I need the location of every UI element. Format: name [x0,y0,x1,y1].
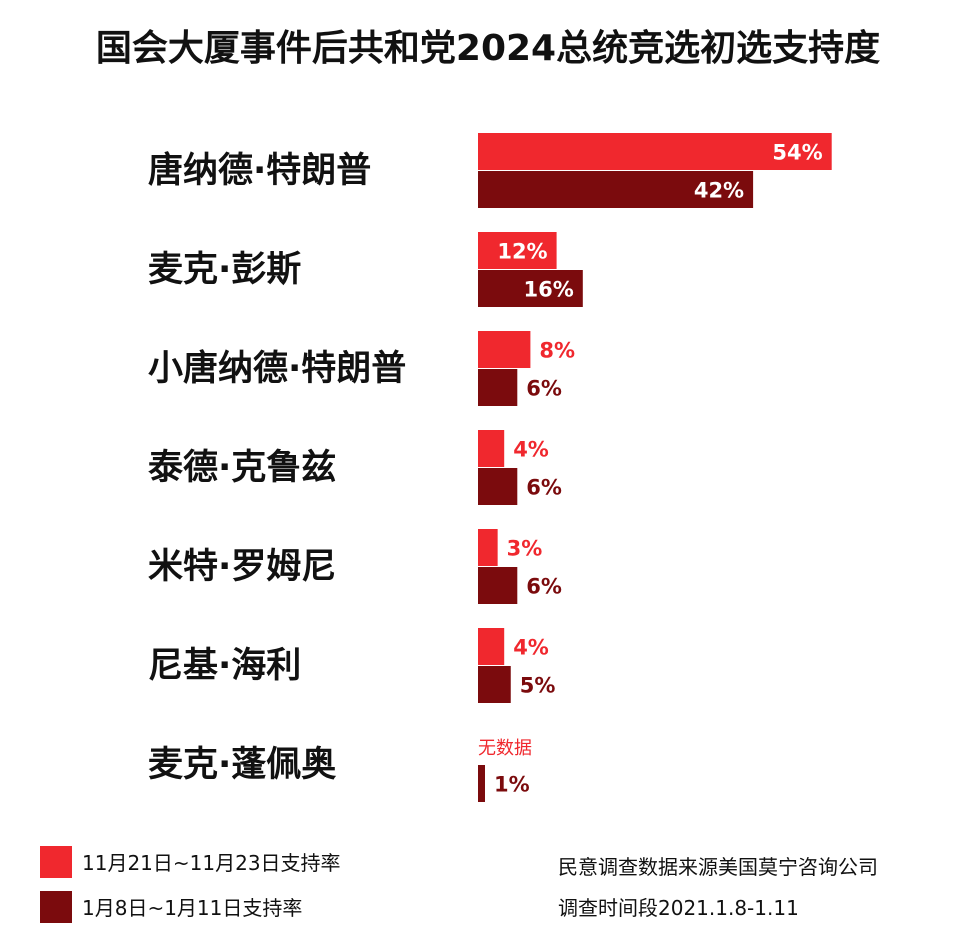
legend: 11月21日~11月23日支持率 1月8日~1月11日支持率 [40,846,341,923]
data-label: 5% [520,674,556,698]
data-label: 6% [526,377,562,401]
category-label: 麦克·彭斯 [148,250,301,290]
legend-swatch-1 [40,846,72,878]
bar-s2-7 [478,765,485,802]
data-label: 6% [526,575,562,599]
legend-swatch-2 [40,891,72,923]
bar-s2-3 [478,369,518,406]
data-label: 6% [526,476,562,500]
category-label: 米特·罗姆尼 [148,547,336,587]
source-note: 民意调查数据来源美国莫宁咨询公司 [558,855,878,879]
data-label: 1% [494,773,530,797]
category-label: 小唐纳德·特朗普 [148,348,406,389]
no-data-label: 无数据 [478,738,532,759]
data-label: 16% [524,278,574,302]
data-label: 12% [497,240,547,264]
data-label: 3% [507,537,543,561]
data-label: 4% [513,636,549,660]
bar-s2-6 [478,666,511,703]
data-label: 8% [539,339,575,363]
data-label: 4% [513,438,549,462]
bar-s2-2 [478,270,583,307]
bar-s1-5 [478,529,498,566]
category-label: 尼基·海利 [148,646,301,686]
data-label: 54% [772,141,822,165]
legend-label-2: 1月8日~1月11日支持率 [82,896,302,920]
bar-s2-4 [478,468,518,505]
legend-label-1: 11月21日~11月23日支持率 [82,851,341,875]
bar-s1-2 [478,232,557,269]
category-label: 麦克·蓬佩奥 [148,745,336,785]
category-label: 唐纳德·特朗普 [148,150,371,191]
plot-area: 唐纳德·特朗普 54% 42% 麦克·彭斯 12% 16% 小唐纳德·特朗普 8% 6% 泰德·克… [148,133,832,802]
chart-title: 国会大厦事件后共和党2024总统竞选初选支持度 [96,28,880,69]
category-label: 泰德·克鲁兹 [148,448,336,488]
bar-s1-1 [478,133,832,170]
period-note: 调查时间段2021.1.8-1.11 [558,896,799,920]
bar-s2-5 [478,567,518,604]
data-label: 42% [694,179,744,203]
bar-s1-4 [478,430,505,467]
bar-s2-1 [478,171,754,208]
bar-s1-3 [478,331,531,368]
bar-s1-6 [478,628,505,665]
